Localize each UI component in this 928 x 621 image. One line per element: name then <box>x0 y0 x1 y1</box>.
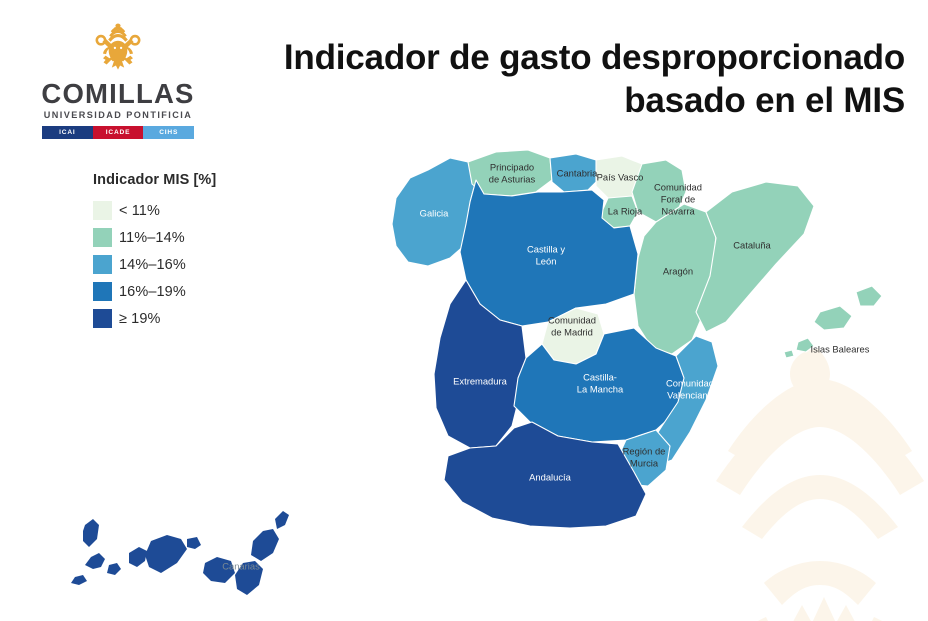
region-islas-baleares[interactable] <box>783 285 883 359</box>
logo-subtitle: UNIVERSIDAD PONTIFICIA <box>43 109 193 120</box>
map-label-clm-2: La Mancha <box>577 383 624 394</box>
legend-item-14-16: 14%–16% <box>93 251 216 278</box>
papal-crest-lion-keys-icon <box>95 23 141 70</box>
legend-item-lt-11: < 11% <box>93 197 216 224</box>
legend-swatch-11-14 <box>93 228 112 247</box>
map-label-navarra-3: Navarra <box>661 205 695 216</box>
map-label-murcia-1: Región de <box>623 445 666 456</box>
map-label-navarra-1: Comunidad <box>654 181 702 192</box>
logo-bar-icai: ICAI <box>42 125 93 139</box>
legend-label-11-14: 11%–14% <box>119 229 185 246</box>
region-castilla-y-leon[interactable] <box>459 179 639 327</box>
legend-item-11-14: 11%–14% <box>93 224 216 251</box>
map-label-madrid-2: de Madrid <box>551 326 593 337</box>
region-cataluna[interactable] <box>695 181 815 333</box>
region-comunidad-valenciana[interactable] <box>647 335 719 467</box>
legend-item-gte-19: ≥ 19% <box>93 305 216 332</box>
map-label-castilla-leon-1: Castilla y <box>527 243 565 254</box>
logo-bar-cihs: CIHS <box>143 125 195 139</box>
logo-bar-icade: ICADE <box>92 125 144 139</box>
region-aragon[interactable] <box>633 203 717 355</box>
page-title-line-1: Indicador de gasto desproporcionado <box>283 38 905 77</box>
map-label-castilla-leon-2: León <box>536 255 557 266</box>
canarias-inset: Canarias <box>55 505 315 610</box>
comillas-logo: COMILLAS UNIVERSIDAD PONTIFICIA ICAI ICA… <box>34 22 202 139</box>
legend-label-16-19: 16%–19% <box>119 283 186 300</box>
map-label-andalucia: Andalucía <box>529 471 571 482</box>
map-label-valenciana-2: Valenciana <box>667 389 713 400</box>
map-label-navarra-2: Foral de <box>661 193 695 204</box>
map-label-murcia-2: Murcia <box>630 457 659 468</box>
map-label-cantabria: Cantabria <box>557 167 598 178</box>
region-cantabria[interactable] <box>549 153 601 193</box>
map-label-canarias: Canarias <box>222 560 260 571</box>
map-label-islas-baleares: Islas Baleares <box>811 343 870 354</box>
legend-label-lt-11: < 11% <box>119 202 160 219</box>
map-label-aragon: Aragón <box>663 265 693 276</box>
legend-swatch-gte-19 <box>93 309 112 328</box>
logo-wordmark: COMILLAS <box>41 78 195 109</box>
legend-label-14-16: 14%–16% <box>119 256 186 273</box>
map-label-extremadura: Extremadura <box>453 375 507 386</box>
map-label-valenciana-1: Comunidad <box>666 377 714 388</box>
legend-swatch-14-16 <box>93 255 112 274</box>
legend-title: Indicador MIS [%] <box>93 172 217 188</box>
map-label-asturias-1: Principado <box>490 161 534 172</box>
legend-swatch-lt-11 <box>93 201 112 220</box>
canarias-islands[interactable] <box>71 511 289 595</box>
map-label-galicia: Galicia <box>420 207 449 218</box>
map-label-la-rioja: La Rioja <box>608 205 643 216</box>
map-label-asturias-2: de Asturias <box>489 173 536 184</box>
canarias-map-svg: Canarias <box>71 511 289 595</box>
map-label-madrid-1: Comunidad <box>548 314 596 325</box>
page-title-line-2: basado en el MIS <box>624 81 905 121</box>
map-label-cataluna: Cataluña <box>733 239 771 250</box>
legend-swatch-16-19 <box>93 282 112 301</box>
logo-school-bars: ICAI ICADE CIHS <box>42 125 195 139</box>
map-label-clm-1: Castilla- <box>583 371 617 382</box>
spain-map-svg: Galicia Principado de Asturias Cantabria… <box>391 149 883 529</box>
page-title: Indicador de gasto desproporcionado basa… <box>215 36 905 123</box>
map-label-pais-vasco: País Vasco <box>597 171 644 182</box>
legend-item-16-19: 16%–19% <box>93 278 216 305</box>
map-legend: Indicador MIS [%] < 11% 11%–14% 14%–16% … <box>93 172 216 332</box>
spain-choropleth-map: Galicia Principado de Asturias Cantabria… <box>300 126 900 616</box>
legend-label-gte-19: ≥ 19% <box>119 310 161 327</box>
region-andalucia[interactable] <box>443 421 647 529</box>
